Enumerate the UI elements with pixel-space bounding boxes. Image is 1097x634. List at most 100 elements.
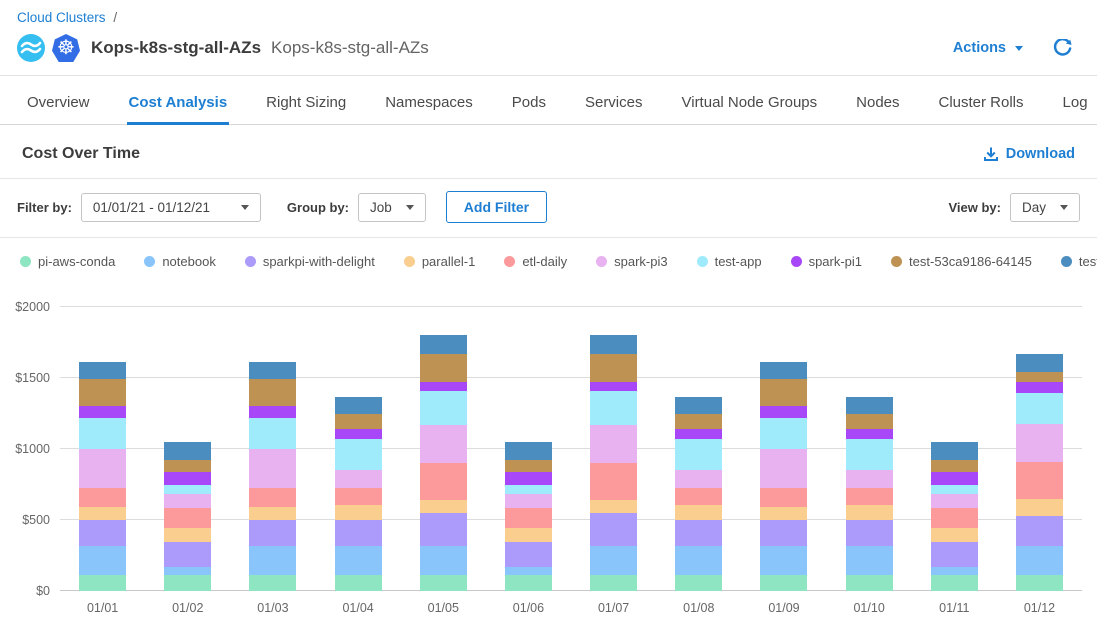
legend-item-spark-pi3[interactable]: spark-pi3 (596, 254, 667, 269)
bar-segment-sparkpi-with-delight (675, 520, 722, 546)
stacked-bar-01-08[interactable] (675, 397, 722, 591)
legend-item-test-app[interactable]: test-app (697, 254, 762, 269)
bar-segment-test-pkix (590, 335, 637, 353)
bar-segment-notebook (79, 546, 126, 575)
bar-segment-spark-pi1 (931, 472, 978, 484)
actions-button[interactable]: Actions (953, 40, 1023, 56)
y-axis-tick-label: $2000 (15, 300, 50, 314)
legend-label: test-pkix (1079, 254, 1097, 269)
legend-item-parallel-1[interactable]: parallel-1 (404, 254, 475, 269)
tab-namespaces[interactable]: Namespaces (383, 83, 475, 125)
x-axis-labels: 01/0101/0201/0301/0401/0501/0601/0701/08… (60, 591, 1082, 615)
bar-column-01-04 (316, 307, 401, 591)
stacked-bar-01-07[interactable] (590, 335, 637, 591)
bar-segment-sparkpi-with-delight (249, 520, 296, 546)
bar-segment-test-pkix (505, 442, 552, 460)
tab-overview[interactable]: Overview (25, 83, 92, 125)
tab-services[interactable]: Services (583, 83, 645, 125)
chevron-down-icon (406, 205, 414, 210)
bar-segment-test-app (590, 391, 637, 425)
chart-legend: pi-aws-conda notebook sparkpi-with-delight… (0, 238, 1097, 277)
legend-dot-icon (20, 256, 31, 267)
stacked-bar-01-01[interactable] (79, 362, 126, 591)
stacked-bar-01-12[interactable] (1016, 354, 1063, 591)
legend-dot-icon (697, 256, 708, 267)
legend-label: pi-aws-conda (38, 254, 115, 269)
tab-pods[interactable]: Pods (510, 83, 548, 125)
bar-segment-notebook (505, 567, 552, 575)
bar-segment-test-app (760, 418, 807, 449)
bar-segment-test-app (335, 439, 382, 471)
bar-column-01-01 (60, 307, 145, 591)
bar-segment-sparkpi-with-delight (164, 542, 211, 567)
view-by-label: View by: (948, 200, 1001, 215)
x-axis-tick-label: 01/03 (230, 601, 315, 615)
bar-segment-sparkpi-with-delight (846, 520, 893, 546)
bar-segment-sparkpi-with-delight (79, 520, 126, 546)
bar-segment-spark-pi3 (335, 470, 382, 488)
legend-dot-icon (245, 256, 256, 267)
bar-segment-test-pkix (79, 362, 126, 379)
legend-item-sparkpi-with-delight[interactable]: sparkpi-with-delight (245, 254, 375, 269)
bar-segment-test-53ca9186-64145 (335, 414, 382, 429)
refresh-icon (1053, 39, 1072, 58)
kubernetes-icon: ☸ (52, 34, 80, 62)
bar-segment-spark-pi1 (79, 406, 126, 418)
x-axis-tick-label: 01/11 (912, 601, 997, 615)
group-by-select[interactable]: Job (358, 193, 426, 222)
chevron-down-icon (241, 205, 249, 210)
refresh-button[interactable] (1053, 39, 1072, 58)
stacked-bar-01-05[interactable] (420, 335, 467, 591)
stacked-bar-01-11[interactable] (931, 442, 978, 591)
stacked-bar-01-03[interactable] (249, 362, 296, 591)
tab-cluster-rolls[interactable]: Cluster Rolls (937, 83, 1026, 125)
bar-segment-test-53ca9186-64145 (249, 379, 296, 406)
bar-segment-etl-daily (164, 508, 211, 528)
bar-segment-etl-daily (846, 488, 893, 505)
x-axis-tick-label: 01/05 (401, 601, 486, 615)
bar-column-01-07 (571, 307, 656, 591)
bar-column-01-09 (741, 307, 826, 591)
x-axis-tick-label: 01/08 (656, 601, 741, 615)
bar-segment-parallel-1 (931, 528, 978, 542)
tab-nodes[interactable]: Nodes (854, 83, 901, 125)
bar-segment-sparkpi-with-delight (1016, 516, 1063, 546)
stacked-bar-01-06[interactable] (505, 442, 552, 591)
bar-segment-notebook (1016, 546, 1063, 575)
legend-item-spark-pi1[interactable]: spark-pi1 (791, 254, 862, 269)
bar-segment-test-pkix (846, 397, 893, 414)
stacked-bar-01-02[interactable] (164, 442, 211, 591)
bar-segment-test-app (505, 485, 552, 494)
bar-segment-etl-daily (249, 488, 296, 507)
tab-right-sizing[interactable]: Right Sizing (264, 83, 348, 125)
breadcrumb-cloud-clusters[interactable]: Cloud Clusters (17, 10, 106, 25)
x-axis-tick-label: 01/07 (571, 601, 656, 615)
date-range-select[interactable]: 01/01/21 - 01/12/21 (81, 193, 261, 222)
bar-segment-spark-pi1 (164, 472, 211, 484)
stacked-bar-01-10[interactable] (846, 397, 893, 591)
stacked-bar-01-09[interactable] (760, 362, 807, 591)
chevron-down-icon (1015, 46, 1023, 51)
view-by-select[interactable]: Day (1010, 193, 1080, 222)
bar-segment-test-53ca9186-64145 (164, 460, 211, 472)
x-axis-tick-label: 01/01 (60, 601, 145, 615)
tab-cost-analysis[interactable]: Cost Analysis (127, 83, 230, 125)
legend-item-test-53ca9186-64145[interactable]: test-53ca9186-64145 (891, 254, 1032, 269)
y-axis-tick-label: $1500 (15, 371, 50, 385)
stacked-bar-01-04[interactable] (335, 397, 382, 591)
tab-log[interactable]: Log (1061, 83, 1090, 125)
bar-segment-test-app (675, 439, 722, 471)
legend-item-notebook[interactable]: notebook (144, 254, 216, 269)
download-button[interactable]: Download (983, 146, 1075, 162)
bar-segment-etl-daily (420, 463, 467, 500)
add-filter-button[interactable]: Add Filter (446, 191, 547, 223)
bar-segment-spark-pi3 (760, 449, 807, 487)
tab-virtual-node-groups[interactable]: Virtual Node Groups (680, 83, 820, 125)
legend-item-pi-aws-conda[interactable]: pi-aws-conda (20, 254, 115, 269)
legend-item-test-pkix[interactable]: test-pkix (1061, 254, 1097, 269)
legend-dot-icon (404, 256, 415, 267)
bar-segment-pi-aws-conda (420, 575, 467, 591)
bar-segment-test-app (79, 418, 126, 449)
bar-segment-test-53ca9186-64145 (590, 354, 637, 382)
legend-item-etl-daily[interactable]: etl-daily (504, 254, 567, 269)
